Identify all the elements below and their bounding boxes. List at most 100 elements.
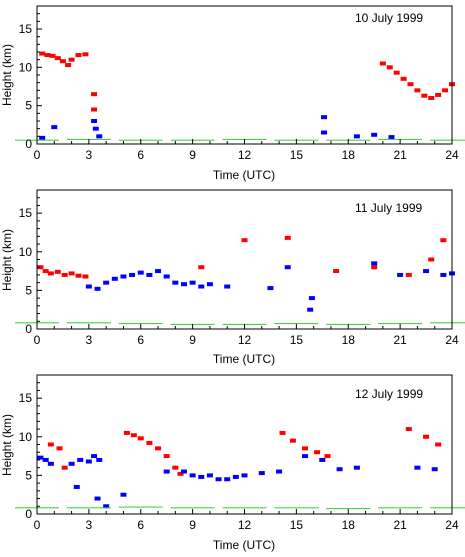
blue-data-point [91, 454, 98, 459]
blue-data-point [42, 457, 49, 462]
panel-2-x-ticks: 0 3 6 9 12 15 18 21 24 [34, 324, 459, 347]
x-tick-label: 6 [137, 333, 144, 347]
red-data-point [428, 96, 435, 100]
blue-data-point [163, 469, 170, 474]
y-tick-label: 0 [25, 507, 32, 521]
red-data-point [42, 269, 49, 274]
red-data-point [241, 238, 248, 243]
x-tick-label: 6 [137, 518, 144, 532]
blue-data-point [129, 272, 136, 277]
blue-data-point [258, 471, 265, 476]
blue-data-point [120, 274, 127, 279]
blue-data-point [440, 272, 447, 277]
red-data-point [440, 238, 447, 243]
blue-data-point [302, 454, 309, 459]
x-tick-label: 3 [86, 333, 93, 347]
y-tick-label: 0 [25, 137, 32, 151]
red-data-point [37, 265, 44, 270]
red-data-point [442, 88, 449, 93]
y-tick-label: 10 [19, 60, 33, 74]
red-data-point [386, 65, 393, 70]
red-data-point [407, 82, 414, 87]
blue-data-point [206, 473, 213, 478]
red-data-point [47, 442, 54, 447]
red-data-point [61, 465, 68, 470]
green-data-point [222, 507, 267, 509]
red-data-point [146, 440, 153, 445]
green-data-point [274, 507, 319, 509]
green-data-point [118, 323, 163, 325]
panel-2-plot [15, 235, 465, 325]
x-tick-label: 3 [86, 148, 93, 162]
blue-data-point [267, 286, 274, 291]
green-data-point [118, 506, 163, 508]
red-data-point [123, 430, 130, 435]
blue-data-point [388, 135, 395, 140]
blue-data-point [189, 280, 196, 285]
x-tick-label: 15 [290, 518, 304, 532]
red-data-point [435, 92, 442, 97]
blue-data-point [321, 130, 328, 135]
red-data-point [39, 51, 46, 56]
y-tick-label: 10 [19, 430, 33, 444]
panel-2-ylabel: Height (km) [0, 229, 14, 291]
blue-data-point [308, 296, 315, 301]
red-data-point [91, 92, 98, 97]
x-tick-label: 6 [137, 148, 144, 162]
red-data-point [198, 265, 205, 270]
panel-1-ylabel: Height (km) [0, 44, 14, 106]
blue-data-point [92, 126, 99, 131]
blue-data-point [85, 284, 92, 289]
blue-data-point [73, 484, 80, 489]
x-tick-label: 18 [342, 333, 356, 347]
x-tick-label: 24 [445, 333, 459, 347]
blue-data-point [423, 269, 430, 274]
red-data-point [428, 257, 435, 262]
red-data-point [302, 446, 309, 451]
red-data-point [61, 272, 68, 277]
x-tick-label: 9 [189, 518, 196, 532]
blue-data-point [189, 473, 196, 478]
red-data-point [405, 427, 412, 432]
blue-data-point [431, 467, 438, 472]
red-data-point [54, 269, 61, 274]
green-data-point [274, 323, 319, 325]
red-data-point [56, 446, 63, 451]
blue-data-point [68, 461, 75, 466]
green-data-point [66, 507, 111, 509]
red-data-point [54, 56, 61, 61]
red-data-point [289, 438, 296, 443]
x-tick-label: 15 [290, 148, 304, 162]
blue-data-point [180, 469, 187, 474]
blue-data-point [103, 504, 110, 509]
panel-2: 11 July 1999 0 3 6 9 12 15 18 21 24 0 5 10 15 Time … [0, 189, 465, 366]
x-tick-label: 12 [238, 148, 252, 162]
blue-data-point [198, 474, 205, 479]
blue-data-point [276, 469, 283, 474]
red-data-point [65, 63, 72, 68]
blue-data-point [224, 477, 231, 482]
blue-data-point [77, 457, 84, 462]
x-tick-label: 15 [290, 333, 304, 347]
blue-data-point [94, 286, 101, 291]
blue-data-point [198, 284, 205, 289]
red-data-point [68, 271, 75, 276]
x-tick-label: 18 [342, 148, 356, 162]
blue-data-point [172, 280, 179, 285]
panel-1-plot [15, 51, 465, 141]
blue-data-point [47, 461, 54, 466]
blue-data-point [371, 132, 378, 137]
x-tick-label: 12 [238, 518, 252, 532]
x-tick-label: 21 [393, 333, 407, 347]
red-data-point [137, 436, 144, 441]
red-data-point [75, 273, 82, 278]
blue-data-point [232, 474, 239, 479]
blue-data-point [91, 119, 98, 123]
red-data-point [405, 272, 412, 277]
y-tick-label: 0 [25, 322, 32, 336]
red-data-point [414, 88, 421, 93]
x-tick-label: 0 [34, 148, 41, 162]
blue-data-point [137, 270, 144, 275]
panel-3-y-ticks: 0 5 10 15 [19, 382, 42, 521]
blue-data-point [163, 274, 170, 279]
